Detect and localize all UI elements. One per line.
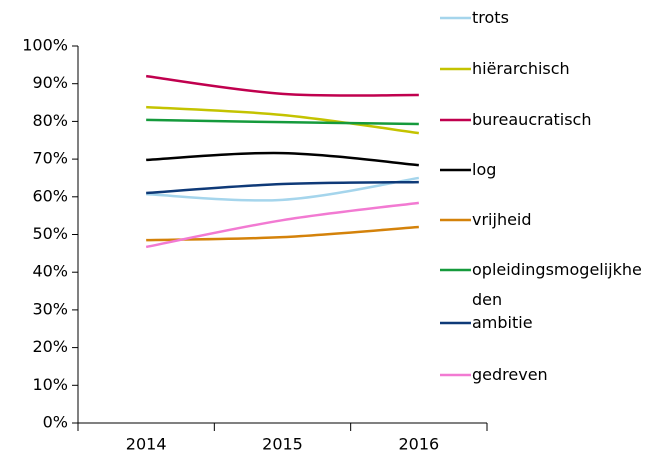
series-line: [146, 105, 419, 135]
legend-label: log: [472, 160, 497, 179]
y-tick-label: 50%: [32, 224, 68, 243]
x-tick-label: 2015: [262, 435, 303, 454]
y-tick-label: 20%: [32, 337, 68, 356]
series-line: [146, 74, 419, 97]
y-tick-label: 40%: [32, 262, 68, 281]
x-tick-label: 2016: [398, 435, 439, 454]
y-tick-label: 60%: [32, 186, 68, 205]
y-tick-label: 0%: [43, 413, 68, 432]
series-line: [145, 201, 419, 249]
legend-label: trots: [472, 8, 509, 27]
legend-label: opleidingsmogelijkheden: [472, 260, 642, 309]
series-line: [146, 180, 419, 195]
legend-label: hiërarchisch: [472, 59, 570, 78]
series-line: [146, 176, 420, 202]
legend-label: bureaucratisch: [472, 110, 592, 129]
legend-label: ambitie: [472, 313, 533, 332]
y-tick-label: 70%: [32, 149, 68, 168]
legend-label: gedreven: [472, 365, 548, 384]
y-tick-label: 80%: [32, 111, 68, 130]
x-tick-label: 2014: [126, 435, 167, 454]
series-line: [146, 151, 419, 167]
y-tick-label: 10%: [32, 375, 68, 394]
legend-label: vrijheid: [472, 210, 532, 229]
y-tick-label: 100%: [22, 36, 68, 55]
y-tick-label: 90%: [32, 73, 68, 92]
series-line: [146, 118, 419, 126]
y-tick-label: 30%: [32, 299, 68, 318]
